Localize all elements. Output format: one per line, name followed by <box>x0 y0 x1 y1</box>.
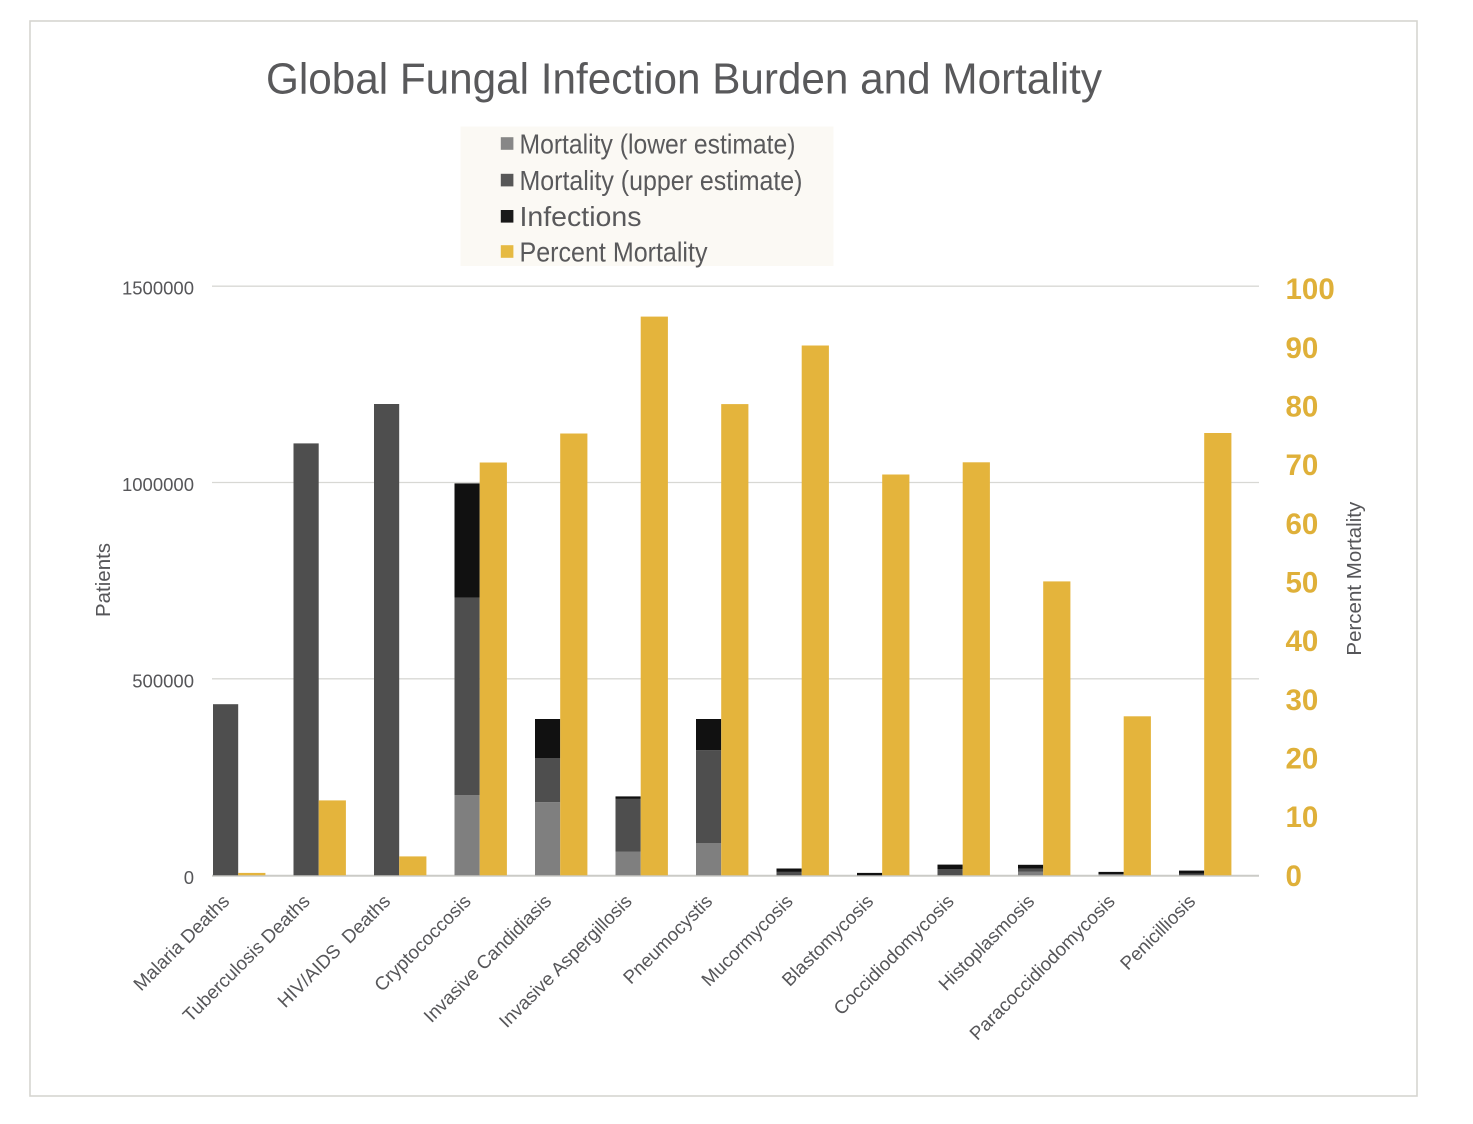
svg-text:1500000: 1500000 <box>122 278 194 299</box>
svg-text:60: 60 <box>1286 508 1319 541</box>
svg-text:40: 40 <box>1286 625 1319 658</box>
svg-text:Percent Mortality: Percent Mortality <box>520 236 708 267</box>
svg-text:1000000: 1000000 <box>122 474 194 495</box>
svg-text:Mortality (lower estimate): Mortality (lower estimate) <box>520 128 796 159</box>
svg-text:Infections: Infections <box>520 201 642 232</box>
svg-text:0: 0 <box>1286 860 1302 893</box>
svg-text:Percent Mortality: Percent Mortality <box>1343 501 1366 656</box>
svg-text:Patients: Patients <box>92 543 115 617</box>
svg-text:90: 90 <box>1286 332 1319 365</box>
svg-text:80: 80 <box>1286 390 1319 423</box>
svg-text:100: 100 <box>1286 273 1335 306</box>
svg-text:50: 50 <box>1286 566 1319 599</box>
svg-text:Global Fungal Infection Burden: Global Fungal Infection Burden and Morta… <box>266 56 1102 104</box>
svg-text:10: 10 <box>1286 801 1319 834</box>
svg-text:20: 20 <box>1286 743 1319 776</box>
svg-text:0: 0 <box>184 867 194 888</box>
svg-text:70: 70 <box>1286 449 1319 482</box>
svg-text:Mortality (upper estimate): Mortality (upper estimate) <box>520 165 803 196</box>
svg-text:500000: 500000 <box>132 670 194 691</box>
svg-text:30: 30 <box>1286 684 1319 717</box>
